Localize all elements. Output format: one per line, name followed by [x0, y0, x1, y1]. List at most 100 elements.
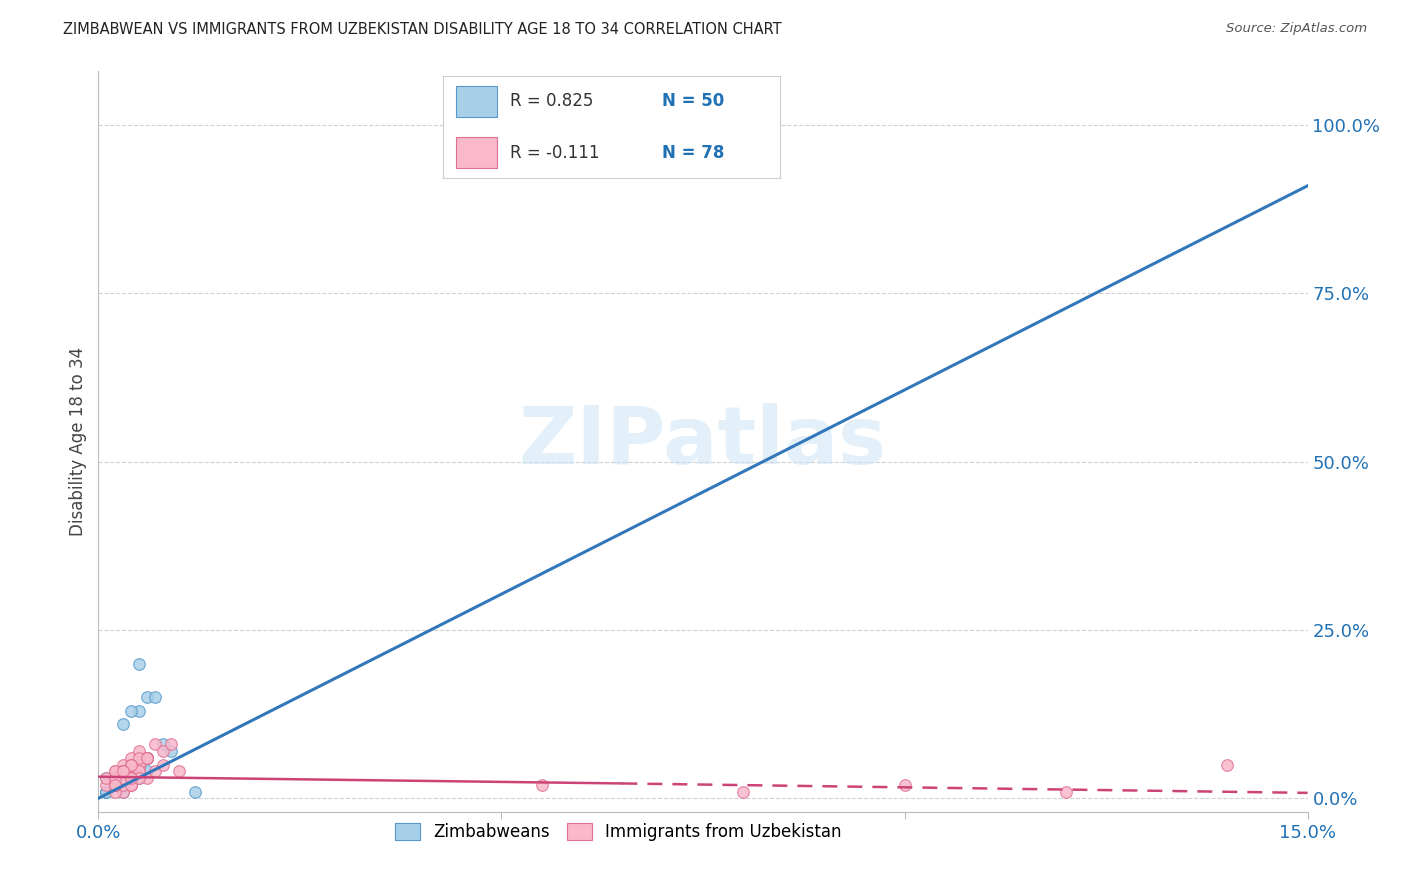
Point — [120, 764, 142, 779]
Point — [111, 771, 134, 785]
Point — [103, 778, 125, 792]
Point — [103, 778, 125, 792]
Point — [733, 784, 755, 798]
Point — [167, 764, 190, 779]
Point — [120, 764, 142, 779]
Point — [128, 757, 150, 772]
Point — [120, 757, 142, 772]
Text: R = -0.111: R = -0.111 — [510, 144, 600, 161]
Point — [120, 778, 142, 792]
Point — [111, 764, 134, 779]
Point — [103, 778, 125, 792]
Point — [143, 690, 166, 705]
Point — [530, 778, 553, 792]
Point — [128, 757, 150, 772]
Point — [111, 771, 134, 785]
Point — [103, 778, 125, 792]
FancyBboxPatch shape — [457, 87, 496, 117]
Point — [128, 751, 150, 765]
Text: N = 50: N = 50 — [662, 93, 724, 111]
Point — [120, 764, 142, 779]
Point — [128, 764, 150, 779]
Point — [128, 764, 150, 779]
Point — [748, 118, 770, 132]
Point — [135, 751, 157, 765]
Point — [120, 764, 142, 779]
Point — [111, 771, 134, 785]
Point — [96, 771, 118, 785]
Text: Source: ZipAtlas.com: Source: ZipAtlas.com — [1226, 22, 1367, 36]
Point — [152, 738, 174, 752]
Point — [111, 771, 134, 785]
Point — [96, 784, 118, 798]
Point — [120, 771, 142, 785]
Point — [128, 757, 150, 772]
Point — [103, 784, 125, 798]
Point — [103, 771, 125, 785]
Point — [103, 778, 125, 792]
Point — [893, 778, 915, 792]
Point — [103, 764, 125, 779]
Point — [111, 771, 134, 785]
Point — [103, 778, 125, 792]
Point — [111, 771, 134, 785]
Point — [120, 778, 142, 792]
Point — [135, 751, 157, 765]
Point — [120, 757, 142, 772]
Point — [96, 771, 118, 785]
Point — [152, 744, 174, 758]
Point — [111, 717, 134, 731]
Point — [120, 764, 142, 779]
Point — [103, 771, 125, 785]
Point — [128, 744, 150, 758]
Point — [120, 771, 142, 785]
Point — [103, 771, 125, 785]
Point — [135, 751, 157, 765]
Point — [111, 771, 134, 785]
Point — [120, 771, 142, 785]
Point — [111, 784, 134, 798]
Point — [120, 751, 142, 765]
Point — [111, 764, 134, 779]
Point — [128, 764, 150, 779]
Point — [111, 778, 134, 792]
Point — [111, 764, 134, 779]
Point — [103, 771, 125, 785]
Point — [135, 764, 157, 779]
Point — [120, 704, 142, 718]
FancyBboxPatch shape — [457, 137, 496, 168]
Point — [96, 784, 118, 798]
Point — [128, 771, 150, 785]
Point — [128, 704, 150, 718]
Point — [120, 771, 142, 785]
Point — [111, 764, 134, 779]
Point — [103, 771, 125, 785]
Point — [120, 764, 142, 779]
Point — [128, 764, 150, 779]
Point — [111, 771, 134, 785]
Point — [111, 771, 134, 785]
Point — [160, 744, 183, 758]
Text: R = 0.825: R = 0.825 — [510, 93, 593, 111]
Point — [103, 778, 125, 792]
Point — [120, 771, 142, 785]
Point — [135, 751, 157, 765]
Y-axis label: Disability Age 18 to 34: Disability Age 18 to 34 — [69, 347, 87, 536]
Point — [135, 771, 157, 785]
Point — [128, 657, 150, 671]
Point — [103, 778, 125, 792]
Point — [128, 757, 150, 772]
Point — [135, 690, 157, 705]
Point — [152, 757, 174, 772]
Point — [103, 778, 125, 792]
Point — [103, 778, 125, 792]
Point — [120, 757, 142, 772]
Point — [120, 764, 142, 779]
Point — [111, 764, 134, 779]
Text: ZIMBABWEAN VS IMMIGRANTS FROM UZBEKISTAN DISABILITY AGE 18 TO 34 CORRELATION CHA: ZIMBABWEAN VS IMMIGRANTS FROM UZBEKISTAN… — [63, 22, 782, 37]
Point — [120, 771, 142, 785]
Point — [111, 771, 134, 785]
Point — [111, 764, 134, 779]
Point — [128, 771, 150, 785]
Point — [111, 778, 134, 792]
